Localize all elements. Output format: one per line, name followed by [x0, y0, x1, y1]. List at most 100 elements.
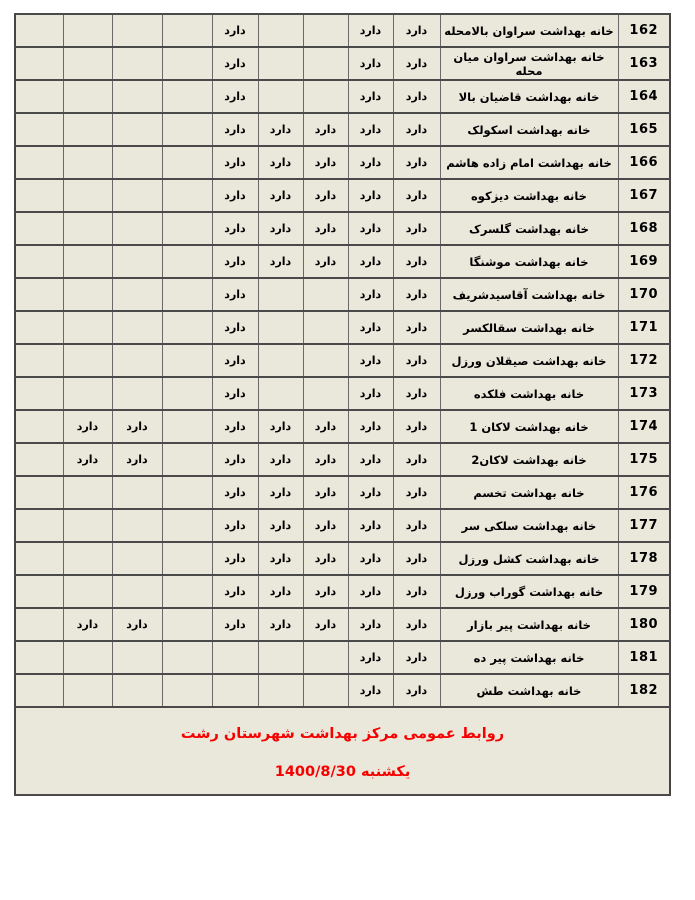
- empty-cell: [302, 343, 349, 378]
- empty-cell: [14, 376, 64, 411]
- empty-cell: [62, 376, 113, 411]
- table-row: 175 خانه بهداشت لاکان2 دارد دارد دارد دارد دار…: [14, 442, 671, 477]
- row-number-cell: 164: [617, 79, 671, 114]
- row-number-cell: 162: [617, 13, 671, 48]
- row-number-cell: 173: [617, 376, 671, 411]
- empty-cell: [62, 541, 113, 576]
- empty-cell: [111, 211, 163, 246]
- empty-cell: [111, 475, 163, 510]
- empty-cell: [111, 343, 163, 378]
- dard-cell: دارد: [392, 211, 441, 246]
- empty-cell: [257, 277, 304, 312]
- dard-cell: دارد: [111, 607, 163, 642]
- empty-cell: [111, 574, 163, 609]
- dard-cell: دارد: [302, 541, 349, 576]
- empty-cell: [111, 46, 163, 81]
- dard-cell: دارد: [257, 112, 304, 147]
- dard-cell: دارد: [392, 409, 441, 444]
- empty-cell: [111, 376, 163, 411]
- table-row: 172 خانه بهداشت صیقلان ورزل دارد دارد دارد: [14, 343, 671, 378]
- empty-cell: [211, 673, 259, 708]
- health-house-name-cell: خانه بهداشت پیر ده: [439, 640, 619, 675]
- dard-cell: دارد: [347, 673, 394, 708]
- dard-cell: دارد: [392, 46, 441, 81]
- health-house-name-cell: خانه بهداشت موشنگا: [439, 244, 619, 279]
- empty-cell: [14, 79, 64, 114]
- row-number-cell: 180: [617, 607, 671, 642]
- empty-cell: [14, 13, 64, 48]
- empty-cell: [161, 46, 213, 81]
- dard-cell: دارد: [392, 640, 441, 675]
- row-number-cell: 175: [617, 442, 671, 477]
- dard-cell: دارد: [347, 640, 394, 675]
- dard-cell: دارد: [392, 508, 441, 543]
- dard-cell: دارد: [392, 310, 441, 345]
- empty-cell: [161, 211, 213, 246]
- empty-cell: [302, 13, 349, 48]
- dard-cell: دارد: [392, 442, 441, 477]
- empty-cell: [62, 211, 113, 246]
- dard-cell: دارد: [347, 178, 394, 213]
- table-row: 177 خانه بهداشت سلکی سر دارد دارد دارد دارد دا…: [14, 508, 671, 543]
- dard-cell: دارد: [302, 178, 349, 213]
- empty-cell: [161, 112, 213, 147]
- empty-cell: [161, 310, 213, 345]
- table-row: 174 خانه بهداشت لاکان 1 دارد دارد دارد دارد دا…: [14, 409, 671, 444]
- dard-cell: دارد: [211, 541, 259, 576]
- dard-cell: دارد: [347, 607, 394, 642]
- dard-cell: دارد: [257, 409, 304, 444]
- dard-cell: دارد: [347, 310, 394, 345]
- empty-cell: [302, 310, 349, 345]
- empty-cell: [14, 145, 64, 180]
- empty-cell: [161, 13, 213, 48]
- dard-cell: دارد: [392, 376, 441, 411]
- health-house-name-cell: خانه بهداشت لاکان 1: [439, 409, 619, 444]
- row-number-cell: 171: [617, 310, 671, 345]
- health-house-name-cell: خانه بهداشت گلسرک: [439, 211, 619, 246]
- empty-cell: [161, 244, 213, 279]
- footer-date: یکشنبه 1400/8/30: [274, 764, 411, 780]
- dard-cell: دارد: [211, 112, 259, 147]
- dard-cell: دارد: [392, 178, 441, 213]
- dard-cell: دارد: [392, 343, 441, 378]
- empty-cell: [14, 640, 64, 675]
- empty-cell: [111, 541, 163, 576]
- empty-cell: [111, 112, 163, 147]
- dard-cell: دارد: [211, 607, 259, 642]
- health-house-name-cell: خانه بهداشت قاضیان بالا: [439, 79, 619, 114]
- dard-cell: دارد: [62, 442, 113, 477]
- dard-cell: دارد: [302, 112, 349, 147]
- empty-cell: [14, 343, 64, 378]
- dard-cell: دارد: [347, 244, 394, 279]
- dard-cell: دارد: [62, 607, 113, 642]
- empty-cell: [161, 376, 213, 411]
- empty-cell: [111, 640, 163, 675]
- table-row: 181 خانه بهداشت پیر ده دارد دارد: [14, 640, 671, 675]
- empty-cell: [111, 79, 163, 114]
- empty-cell: [62, 310, 113, 345]
- empty-cell: [302, 640, 349, 675]
- empty-cell: [14, 211, 64, 246]
- dard-cell: دارد: [211, 145, 259, 180]
- dard-cell: دارد: [392, 79, 441, 114]
- row-number-cell: 182: [617, 673, 671, 708]
- dard-cell: دارد: [211, 574, 259, 609]
- empty-cell: [111, 673, 163, 708]
- empty-cell: [161, 475, 213, 510]
- table-row: 163 خانه بهداشت سراوان میان محله دارد دارد د…: [14, 46, 671, 81]
- dard-cell: دارد: [211, 46, 259, 81]
- dard-cell: دارد: [392, 13, 441, 48]
- empty-cell: [302, 79, 349, 114]
- empty-cell: [161, 178, 213, 213]
- empty-cell: [257, 79, 304, 114]
- dard-cell: دارد: [347, 277, 394, 312]
- dard-cell: دارد: [347, 145, 394, 180]
- health-house-name-cell: خانه بهداشت فلکده: [439, 376, 619, 411]
- empty-cell: [257, 640, 304, 675]
- table-row: 171 خانه بهداشت سقالکسر دارد دارد دارد: [14, 310, 671, 345]
- empty-cell: [111, 310, 163, 345]
- row-number-cell: 172: [617, 343, 671, 378]
- dard-cell: دارد: [302, 211, 349, 246]
- row-number-cell: 174: [617, 409, 671, 444]
